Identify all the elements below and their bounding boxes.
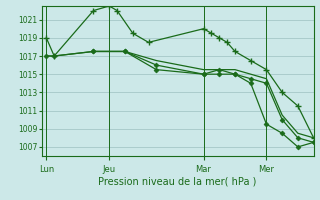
X-axis label: Pression niveau de la mer( hPa ): Pression niveau de la mer( hPa ) bbox=[99, 177, 257, 187]
